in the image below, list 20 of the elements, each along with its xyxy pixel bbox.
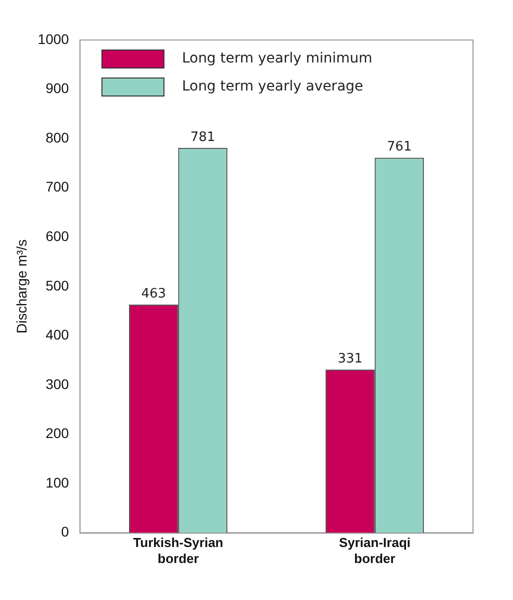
y-axis-title: Discharge m³/s: [13, 239, 30, 334]
data-label: 781: [190, 130, 216, 145]
y-tick-label: 0: [61, 524, 70, 540]
legend-label: Long term yearly average: [182, 78, 364, 95]
y-tick-label: 800: [46, 129, 70, 146]
legend-label: Long term yearly minimum: [182, 50, 372, 67]
y-tick-label: 400: [46, 326, 70, 343]
y-tick-label: 700: [46, 178, 70, 195]
y-tick-label: 300: [46, 376, 70, 392]
y-tick-label: 200: [46, 425, 70, 442]
y-tick-label: 500: [46, 277, 70, 294]
y-tick-label: 600: [46, 228, 70, 244]
data-label: 761: [386, 140, 412, 155]
y-tick-label: 1000: [38, 30, 70, 47]
y-tick-label: 900: [46, 80, 70, 96]
y-tick-label: 100: [46, 474, 70, 490]
x-tick-label: Syrian-Iraqi border: [338, 535, 410, 566]
data-label: 331: [338, 352, 363, 367]
data-label: 463: [141, 286, 166, 302]
x-tick-label: Turkish-Syrian border: [133, 535, 224, 566]
